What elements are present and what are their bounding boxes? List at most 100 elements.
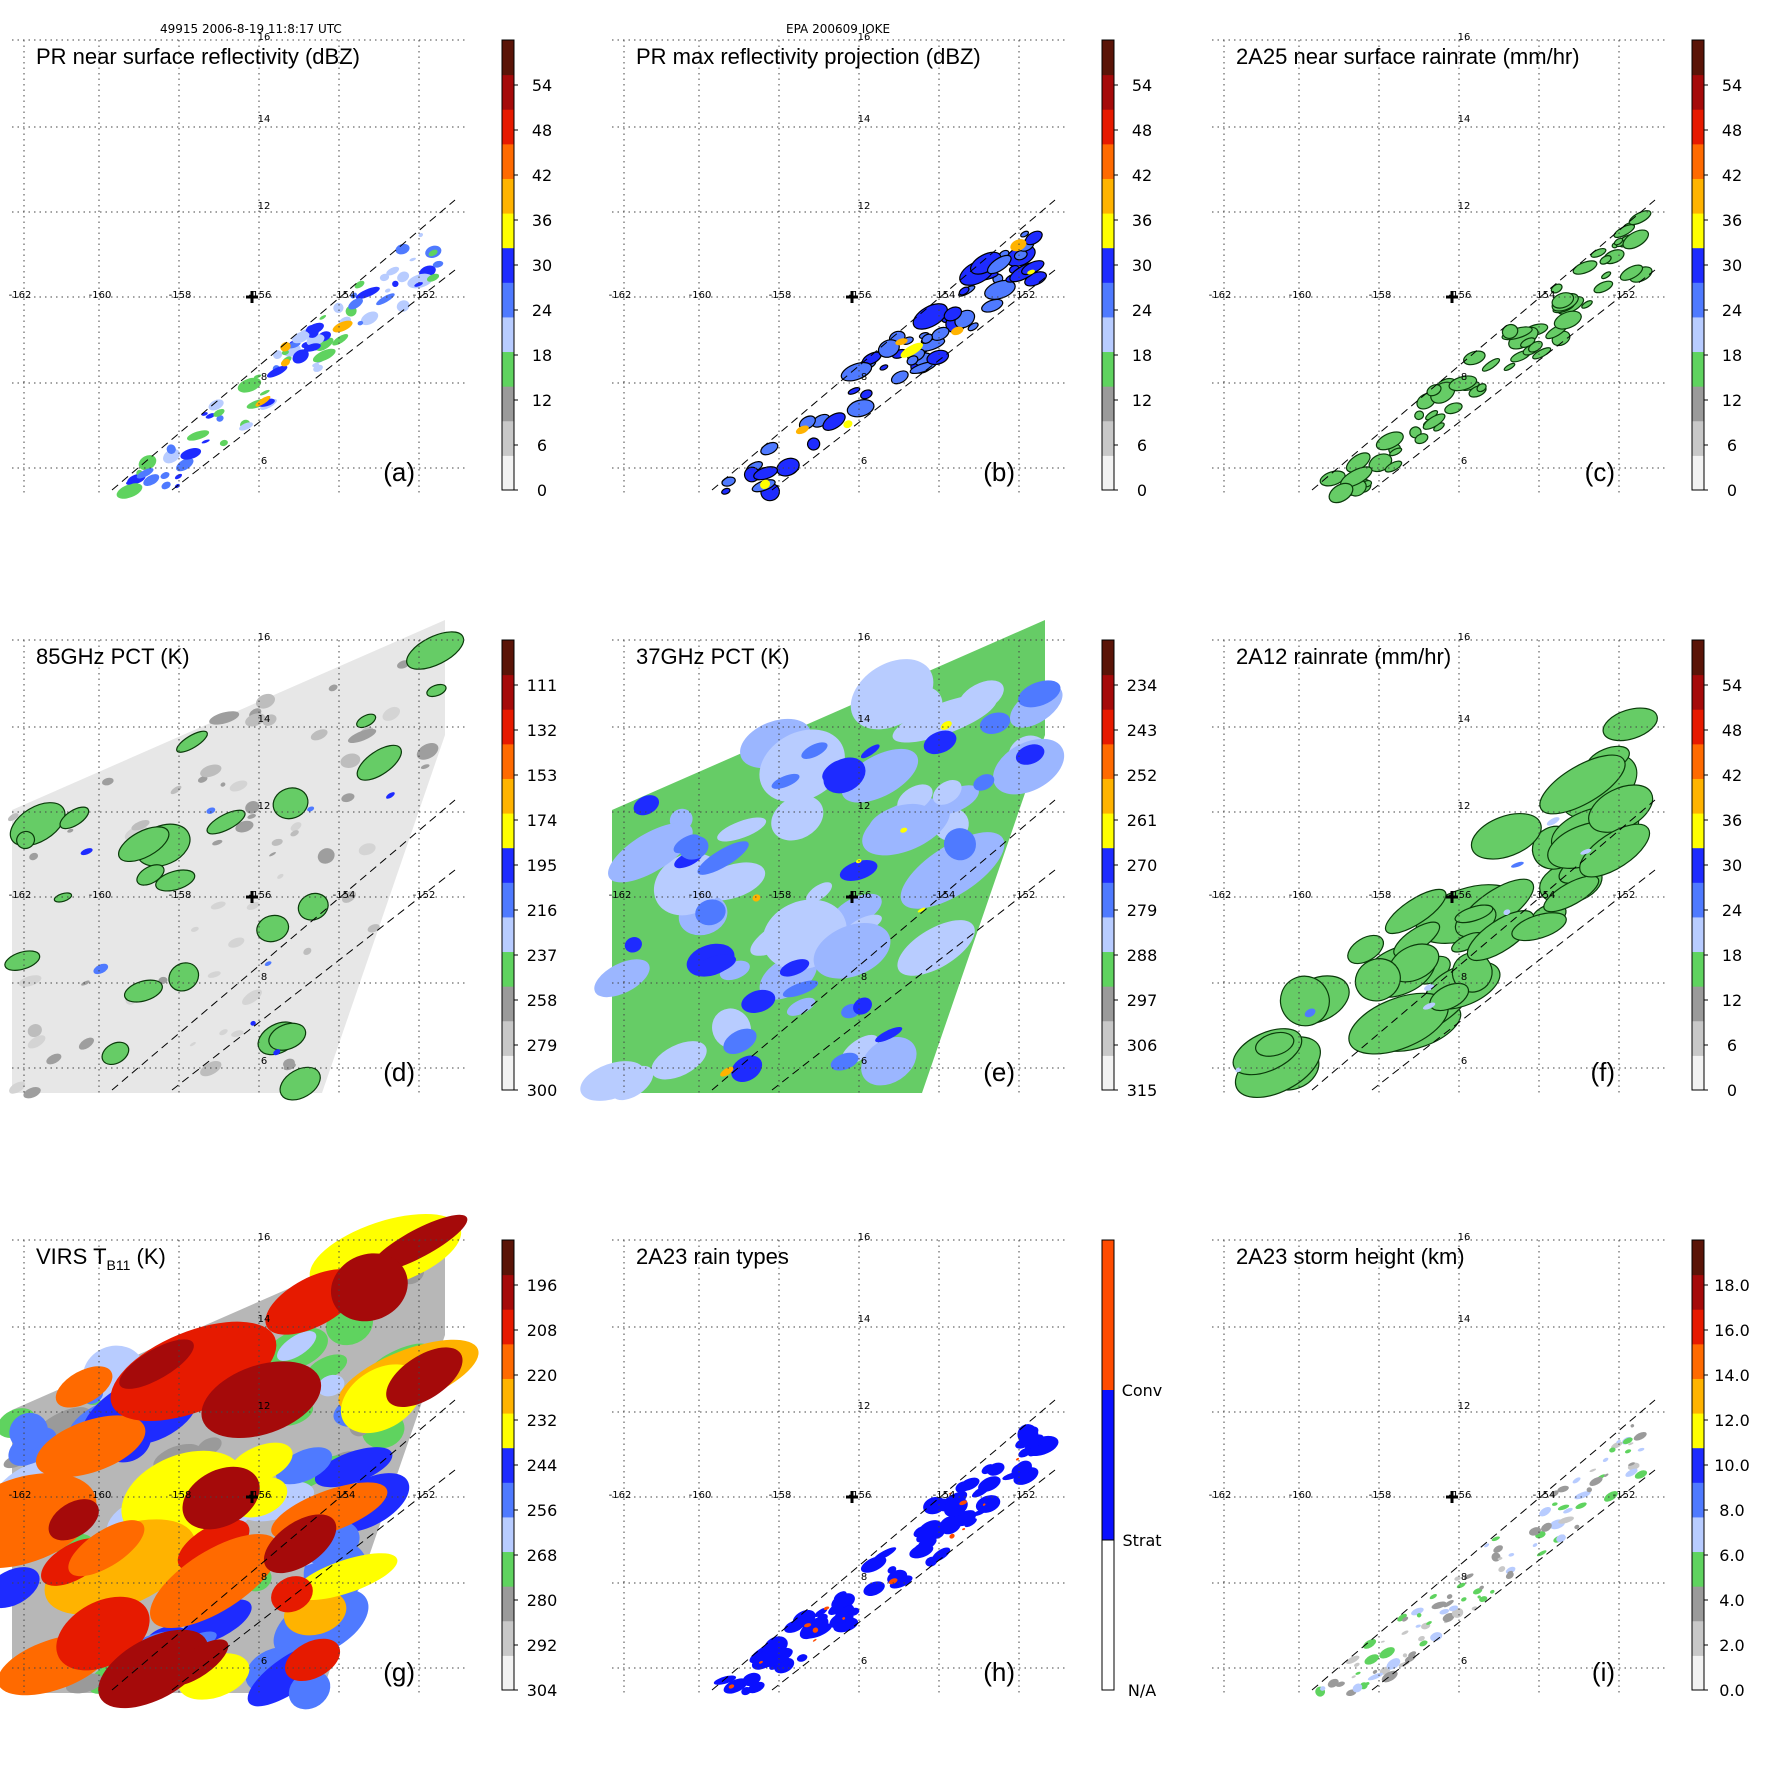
colorbar-segment [1692, 1482, 1704, 1518]
precip-cell [1347, 934, 1385, 965]
colorbar-segment [502, 143, 514, 179]
colorbar-segment [1102, 1390, 1114, 1540]
lat-label: 14 [1458, 714, 1471, 725]
lon-label: -152 [413, 290, 436, 301]
colorbar-segment [1692, 674, 1704, 710]
precip-cell [860, 1556, 887, 1573]
storm-center-cross [1446, 1491, 1458, 1503]
colorbar-tick-label: 232 [527, 1411, 558, 1430]
precip-cell [340, 753, 361, 769]
colorbar-segment [1692, 386, 1704, 422]
precip-cell [861, 1037, 917, 1086]
panel-tag: (h) [983, 1657, 1015, 1687]
lat-label: 16 [258, 1232, 271, 1243]
colorbar-segment [1692, 455, 1704, 491]
precip-cell [27, 1024, 42, 1038]
panel-title: 2A12 rainrate (mm/hr) [1236, 644, 1451, 669]
precip-cell [1532, 1543, 1538, 1548]
swath-edge-line [171, 869, 456, 1091]
precip-cell [986, 254, 1012, 275]
precip-cell [317, 1374, 345, 1397]
precip-cell [370, 1214, 468, 1272]
colorbar-segment [1102, 316, 1114, 353]
precip-cell [397, 271, 410, 283]
precip-cell [1546, 817, 1560, 826]
colorbar-segment [502, 1413, 514, 1449]
precip-cell [1015, 744, 1045, 765]
colorbar-segment [502, 1378, 514, 1414]
colorbar-tick-label: 36 [532, 211, 552, 230]
lon-label: -154 [333, 1490, 356, 1501]
precip-cell [303, 343, 321, 352]
precip-cell [624, 937, 642, 953]
colorbar-tick-label: 30 [532, 256, 552, 275]
swath-edge-line [111, 1399, 456, 1691]
lon-label: -152 [1613, 290, 1636, 301]
precip-cell [386, 266, 400, 276]
precip-cell [406, 631, 465, 670]
precip-cell [1604, 1491, 1618, 1502]
precip-cell [126, 479, 135, 485]
colorbar-tick-label: 315 [1127, 1081, 1158, 1100]
lat-label: 16 [1458, 632, 1471, 643]
precip-cell [1466, 910, 1535, 962]
swath-edge-line [1371, 869, 1656, 1091]
colorbar-segment [1102, 951, 1114, 987]
colorbar-segment [502, 951, 514, 987]
colorbar-segment [1692, 882, 1704, 918]
precip-cell [1609, 1447, 1616, 1453]
colorbar-segment [1102, 709, 1114, 745]
precip-cell [1574, 1491, 1591, 1500]
precip-cell [161, 481, 171, 490]
colorbar-segment [1692, 178, 1704, 214]
colorbar-segment [1692, 951, 1704, 987]
precip-cell [285, 1638, 341, 1682]
precip-cell [932, 779, 962, 805]
precip-cell [723, 1028, 757, 1055]
precip-cell [9, 1412, 48, 1451]
precip-cell [1010, 239, 1027, 252]
precip-cell [823, 1606, 830, 1610]
precip-cell [212, 839, 223, 846]
precip-cell [1624, 1449, 1632, 1454]
precip-cell [1572, 260, 1598, 275]
precip-cell [290, 822, 302, 832]
colorbar-segment [502, 778, 514, 814]
precip-cell [136, 468, 154, 479]
precip-cell [863, 1581, 885, 1596]
precip-cell [386, 792, 395, 799]
precip-cell [973, 774, 995, 791]
precip-cell [1397, 1613, 1407, 1622]
panel-i: -162 -160 -158 -156 -154 -152 16 14 12 8 6 2A23 sto… [1209, 1232, 1750, 1700]
lon-label: -160 [89, 1490, 112, 1501]
colorbar-segment [1102, 882, 1114, 918]
colorbar-tick-label: 300 [527, 1081, 558, 1100]
precip-cell [98, 1629, 209, 1709]
precip-cell [342, 891, 357, 903]
precip-cell [651, 1041, 707, 1080]
precip-cell [816, 1613, 828, 1624]
colorbar-segment [502, 213, 514, 249]
precip-cell [80, 848, 93, 856]
colorbar-segment [1692, 1055, 1704, 1091]
colorbar-tick-label: Conv [1122, 1381, 1163, 1400]
lon-label: -160 [1289, 1490, 1312, 1501]
colorbar-segment [502, 420, 514, 456]
lat-label: 12 [258, 1401, 271, 1412]
precip-cell [1601, 271, 1612, 280]
precip-cell [1402, 1616, 1409, 1622]
lat-label: 14 [858, 1314, 871, 1325]
colorbar-tick-label: 6 [1727, 1036, 1737, 1055]
precip-cell [1613, 237, 1624, 246]
colorbar-segment [1102, 986, 1114, 1022]
precip-cell [1422, 413, 1446, 430]
precip-cell [943, 828, 976, 861]
precip-cell [1327, 1678, 1339, 1688]
precip-cell [1599, 255, 1612, 265]
precip-cell [1490, 1589, 1495, 1594]
colorbar-tick-label: 297 [1127, 991, 1158, 1010]
precip-cell [948, 1492, 953, 1495]
precip-cell [1384, 888, 1447, 935]
colorbar-tick-label: 0 [1727, 481, 1737, 500]
lon-label: -158 [169, 1490, 192, 1501]
